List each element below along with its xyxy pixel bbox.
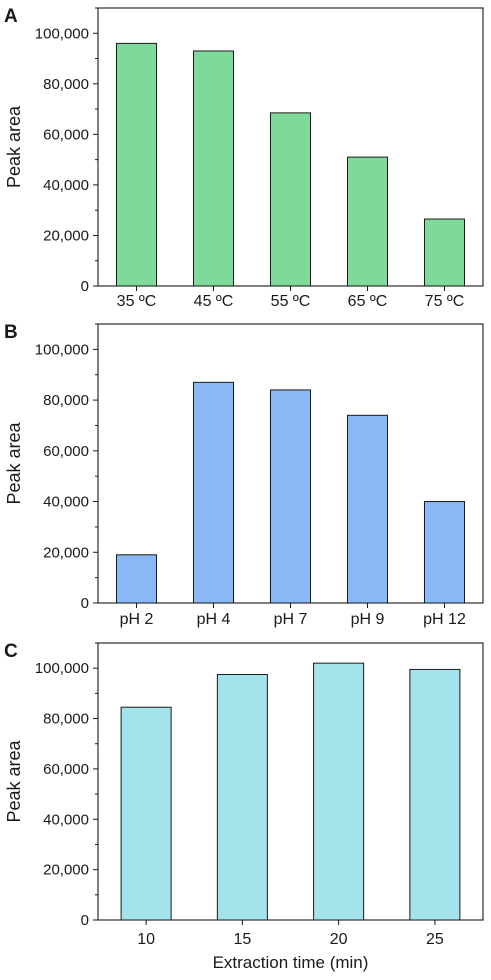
- y-tick-label: 80,000: [43, 76, 89, 93]
- bar: [269, 112, 312, 287]
- x-tick-label: pH 12: [423, 611, 466, 628]
- x-tick-label: 45 ºC: [194, 293, 234, 310]
- plot-frame: [97, 642, 484, 921]
- y-axis-label: Peak area: [4, 739, 24, 822]
- y-tick-label: 0: [81, 912, 89, 929]
- y-tick-label: 40,000: [43, 177, 89, 194]
- bar: [115, 554, 158, 604]
- bar: [216, 673, 268, 921]
- x-tick-label: 25: [426, 931, 444, 948]
- bar: [269, 389, 312, 604]
- x-tick-label: 65 ºC: [348, 293, 388, 310]
- y-tick-label: 80,000: [43, 392, 89, 409]
- x-tick-label: 20: [330, 931, 348, 948]
- bar: [192, 381, 235, 604]
- bar: [313, 662, 365, 921]
- y-axis-label: Peak area: [4, 105, 24, 188]
- y-tick-label: 100,000: [35, 341, 89, 358]
- y-tick-label: 40,000: [43, 811, 89, 828]
- bar: [423, 218, 466, 287]
- x-tick-label: 75 ºC: [425, 293, 465, 310]
- chart-panel-a: A 0 20,000 40,000 60,000 80,000 100,000 Peak ar…: [4, 6, 484, 310]
- y-tick-label: 0: [81, 278, 89, 295]
- x-tick-label: 15: [233, 931, 251, 948]
- y-tick-label: 60,000: [43, 126, 89, 143]
- bar: [115, 42, 158, 287]
- y-tick-label: 60,000: [43, 761, 89, 778]
- y-tick-label: 40,000: [43, 494, 89, 511]
- x-tick-label: pH 9: [351, 611, 385, 628]
- y-tick-label: 100,000: [35, 660, 89, 677]
- panel-letter: A: [4, 6, 18, 27]
- x-tick-label: pH 7: [274, 611, 308, 628]
- x-tick-label: 55 ºC: [271, 293, 311, 310]
- x-tick-label: pH 4: [197, 611, 231, 628]
- bar: [346, 414, 389, 604]
- bar: [409, 668, 461, 921]
- y-tick-label: 20,000: [43, 862, 89, 879]
- y-tick-label: 20,000: [43, 227, 89, 244]
- x-axis-label: Extraction time (min): [213, 953, 369, 972]
- y-axis-label: Peak area: [4, 421, 24, 504]
- x-tick-label: 35 ºC: [117, 293, 157, 310]
- x-tick-label: pH 2: [120, 611, 154, 628]
- bar: [423, 501, 466, 604]
- panel-letter: B: [4, 322, 18, 343]
- y-tick-label: 20,000: [43, 544, 89, 561]
- y-tick-label: 60,000: [43, 443, 89, 460]
- y-tick-label: 0: [81, 595, 89, 612]
- chart-panel-c: C 0 20,000 40,000 60,000 80,000 100,000 Peak ar…: [4, 641, 484, 972]
- bar: [120, 706, 172, 921]
- bar: [192, 50, 235, 287]
- y-tick-label: 100,000: [35, 25, 89, 42]
- x-tick-label: 10: [137, 931, 155, 948]
- bar: [346, 156, 389, 287]
- y-tick-label: 80,000: [43, 711, 89, 728]
- panel-letter: C: [4, 641, 18, 662]
- chart-panel-b: B 0 20,000 40,000 60,000 80,000 100,000 Peak ar…: [4, 322, 484, 628]
